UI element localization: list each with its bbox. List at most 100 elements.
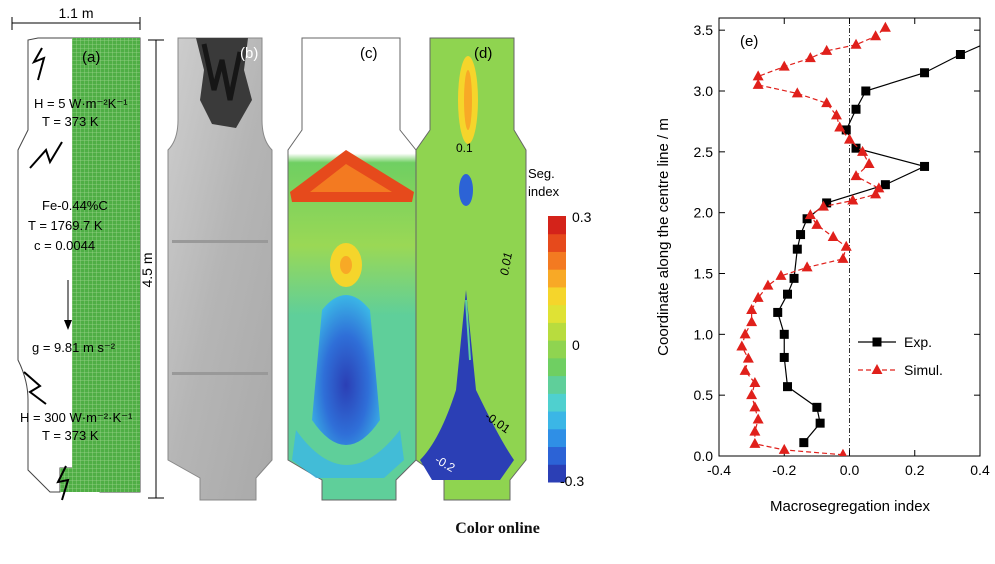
colorbar-cell [548,357,566,377]
mesh-domain [72,38,140,492]
colorbar-max: 0.3 [572,209,592,225]
legend-label: Simul. [904,362,943,378]
data-point [811,218,823,229]
colorbar-cell [548,286,566,306]
data-point [830,109,842,120]
colorbar-cell [548,233,566,252]
x-tick-label: 0.4 [970,462,990,478]
panel-a: 1.1 m (a) H = 5 W·m⁻²K⁻¹ T = 373 K Fe-0.… [11,5,164,501]
data-point [920,161,930,171]
y-axis-label: Coordinate along the centre line / m [655,118,672,356]
data-point [817,200,829,211]
data-point [822,198,832,208]
chart-e: (e) -0.4 -0.2 0.0 0.2 0.4 0.0 0.5 1.0 1.5 2.0 2.5 3… [655,17,990,515]
width-label: 1.1 m [58,5,93,21]
data-point [762,279,774,290]
colorbar-cell [548,428,566,448]
data-point [792,244,802,254]
axes: -0.4 -0.2 0.0 0.2 0.4 0.0 0.5 1.0 1.5 2.0 2.5 3.0 3.… [694,18,990,478]
colorbar-cell [548,464,566,483]
data-point [739,364,751,375]
colorbar-cell [548,322,566,341]
data-point [801,261,813,272]
y-tick-label: 2.5 [694,144,714,160]
y-tick-label: 0.0 [694,448,714,464]
figure: 1.1 m (a) H = 5 W·m⁻²K⁻¹ T = 373 K Fe-0.… [11,5,990,515]
chart-marks [736,21,980,456]
panel-b: (b) [167,37,273,501]
colorbar-title-2: index [528,184,560,199]
alloy-name: Fe-0.44%C [42,198,108,213]
panel-d-tag: (d) [474,45,492,62]
alloy-c0: c = 0.0044 [34,238,95,253]
data-point [804,52,816,63]
legend-marker [872,337,882,347]
colorbar-cell [548,446,566,465]
chart-panel-label: (e) [740,33,758,50]
data-point [841,125,851,135]
x-tick-label: 0.2 [905,462,925,478]
data-point [749,401,761,412]
contour-label-2: 0.01 [497,251,515,276]
x-axis-label: Macrosegregation index [770,498,931,515]
data-point [850,38,862,49]
data-point [746,389,758,400]
data-point [847,194,859,205]
data-point [815,418,825,428]
data-point [844,133,855,144]
data-point [851,143,861,153]
data-point [749,377,761,387]
data-point [778,443,790,454]
colorbar-title-1: Seg. [528,166,555,181]
data-point [791,87,803,98]
y-tick-label: 3.5 [694,22,714,38]
data-point [783,382,793,392]
data-point [920,68,930,78]
x-tick-label: -0.2 [772,462,796,478]
data-point [752,78,764,89]
gravity-label: g = 9.81 m s⁻² [32,340,116,355]
y-tick-label: 1.0 [694,326,714,342]
data-point [746,304,758,314]
data-point [779,352,789,362]
data-point [778,60,790,71]
height-label: 4.5 m [139,252,155,287]
data-point [752,291,764,302]
colorbar-cell [548,393,566,412]
data-point [851,104,861,114]
alloy-t0: T = 1769.7 K [28,218,103,233]
data-point [834,121,846,132]
y-tick-label: 3.0 [694,83,714,99]
colorbar-cell [548,340,566,359]
data-point [773,307,783,317]
colorbar-cell [548,251,566,270]
data-point [736,340,748,351]
panel-a-tag: (a) [82,49,100,66]
panel-b-tag: (b) [240,45,258,62]
data-point [873,182,885,193]
data-point [783,289,793,299]
y-tick-label: 0.5 [694,387,714,403]
data-point [879,21,891,32]
contour-label-1: 0.1 [456,141,473,155]
panel-c-tag: (c) [360,45,378,62]
data-point [870,188,882,199]
panel-d: 0.1 0.01 -0.01 -0.2 (d) [415,37,527,501]
data-point [779,329,789,339]
data-point [752,413,764,424]
data-point [804,209,816,220]
data-point [821,44,833,55]
bottom-h: H = 300 W·m⁻²·K⁻¹ [20,410,133,425]
data-point [839,448,847,456]
colorbar-cell [548,216,566,235]
colorbar-cell [548,375,566,394]
mould-outline-d [415,37,527,501]
data-point [775,269,787,280]
data-point [840,240,852,251]
colorbar-cell [548,269,566,288]
data-point [796,230,806,240]
boundary-arrow-top [31,47,46,81]
data-point [789,273,799,283]
data-point [880,180,890,190]
top-h: H = 5 W·m⁻²K⁻¹ [34,96,128,111]
